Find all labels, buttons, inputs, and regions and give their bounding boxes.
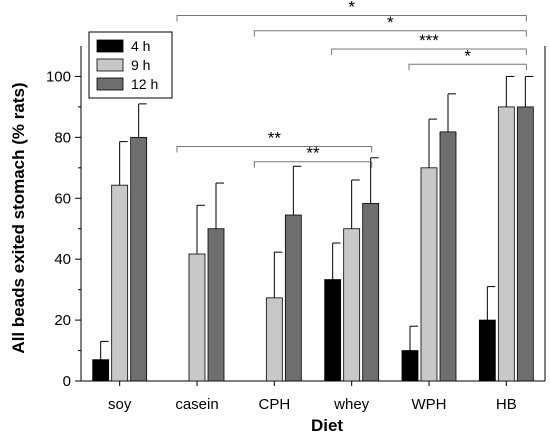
- bar-4h-whey: [324, 279, 342, 382]
- axes: 0 20 40 60 80 100 soy casein CPH whey WPH HB: [46, 46, 546, 413]
- bar-9h-WPH: [420, 167, 438, 382]
- x-tick-label: whey: [333, 396, 370, 413]
- bar-9h-soy: [111, 184, 129, 382]
- significance-label: ***: [419, 31, 439, 50]
- x-tick-label: soy: [108, 396, 132, 413]
- x-tick-label: HB: [496, 396, 517, 413]
- bar-4h-soy: [92, 359, 110, 382]
- legend-label: 4 h: [131, 38, 150, 54]
- bar-12h-casein: [207, 228, 225, 382]
- bar-4h-WPH: [401, 350, 419, 382]
- legend-swatch-12h: [96, 77, 124, 91]
- significance-label: *: [348, 0, 355, 17]
- x-tick-label: WPH: [412, 396, 447, 413]
- legend-swatch-9h: [96, 58, 124, 72]
- y-tick-label: 60: [54, 190, 71, 207]
- bar-12h-HB: [516, 106, 534, 382]
- legend-label: 12 h: [131, 76, 158, 92]
- significance-bracket: [253, 30, 527, 37]
- bar-12h-CPH: [284, 214, 302, 382]
- bar-12h-WPH: [439, 131, 457, 382]
- bar-12h-whey: [362, 203, 380, 382]
- significance-brackets: **********: [176, 0, 527, 168]
- significance-bracket: [408, 63, 527, 71]
- bar-9h-CPH: [265, 297, 283, 382]
- bar-12h-soy: [130, 136, 148, 382]
- significance-label: *: [387, 13, 394, 32]
- significance-label: *: [464, 46, 471, 65]
- bar-9h-HB: [497, 106, 515, 382]
- significance-label: **: [268, 129, 282, 148]
- legend-label: 9 h: [131, 57, 150, 73]
- significance-bracket: [331, 48, 527, 56]
- legend-swatch-4h: [96, 39, 124, 53]
- y-tick-label: 80: [54, 129, 71, 146]
- y-tick-label: 100: [46, 68, 71, 85]
- significance-bracket: [176, 146, 373, 153]
- x-tick-label: CPH: [258, 396, 290, 413]
- y-tick-label: 0: [63, 373, 71, 390]
- y-axis-title: All beads exited stomach (% rats): [9, 82, 28, 353]
- bar-9h-casein: [188, 253, 206, 382]
- y-tick-label: 40: [54, 251, 71, 268]
- legend: 4 h 9 h 12 h: [88, 31, 173, 99]
- bar-9h-whey: [343, 228, 361, 382]
- significance-bracket: [253, 161, 373, 168]
- x-tick-label: casein: [175, 396, 218, 413]
- bar-4h-HB: [478, 319, 496, 382]
- error-bars: [100, 75, 534, 360]
- bars: [92, 106, 534, 382]
- significance-bracket: [176, 15, 527, 22]
- x-axis-title: Diet: [311, 416, 343, 435]
- y-tick-label: 20: [54, 312, 71, 329]
- significance-label: **: [306, 144, 320, 163]
